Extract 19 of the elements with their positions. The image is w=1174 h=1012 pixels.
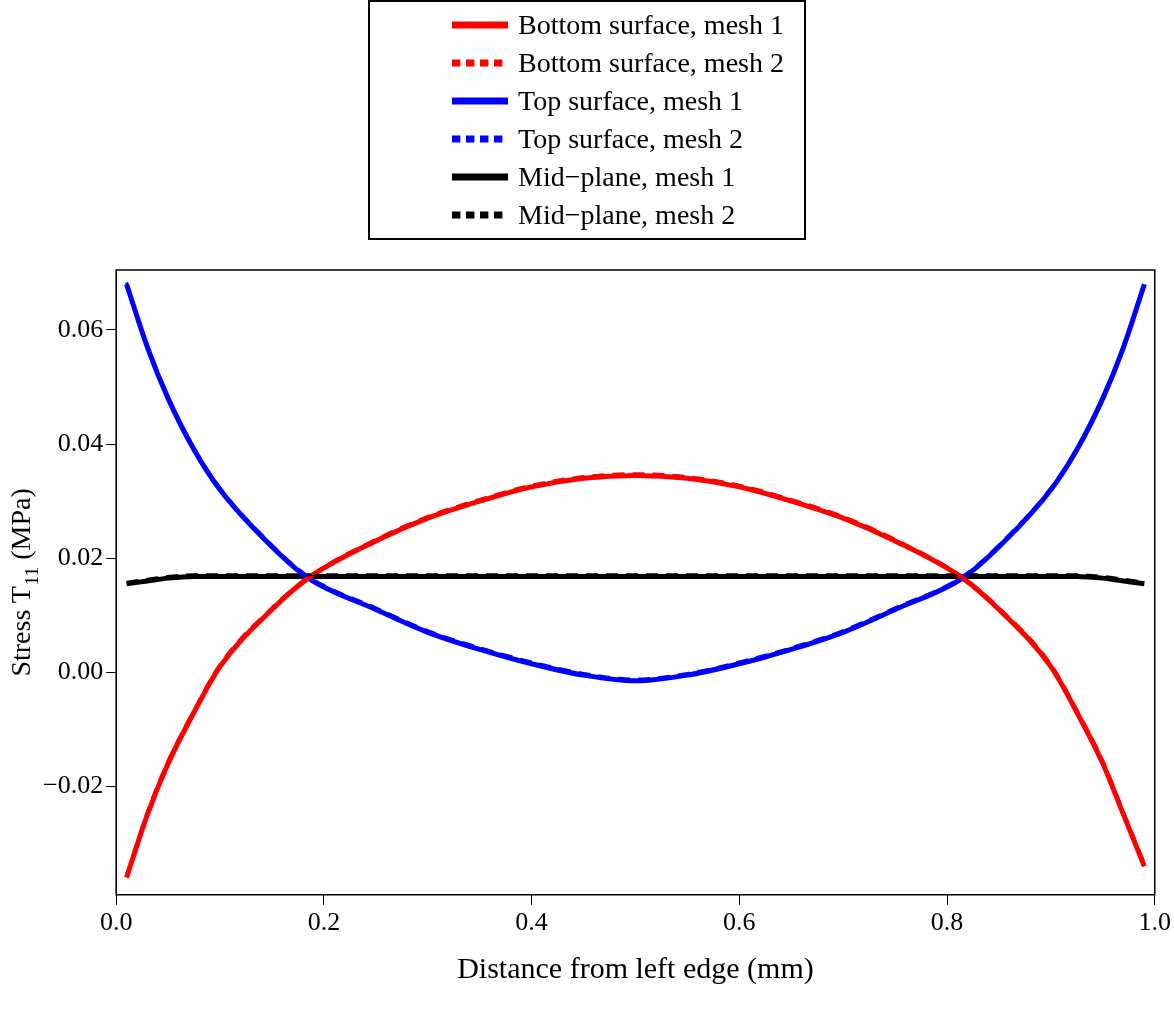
y-tick-label: −0.02: [42, 770, 104, 800]
legend-label: Mid−plane, mesh 1: [518, 161, 736, 193]
x-tick-label: 0.4: [515, 907, 548, 937]
legend-label: Bottom surface, mesh 2: [518, 47, 784, 79]
y-tick-label: 0.04: [57, 427, 104, 457]
legend-label: Mid−plane, mesh 2: [518, 199, 736, 231]
x-tick-label: 0.0: [99, 907, 133, 937]
legend-label: Bottom surface, mesh 1: [518, 9, 784, 41]
x-tick-label: 1.0: [1138, 907, 1171, 937]
x-axis-title: Distance from left edge (mm): [457, 951, 814, 985]
y-tick-label: 0.00: [57, 656, 104, 686]
x-tick-label: 0.8: [930, 907, 964, 937]
y-axis-title: Stress T11 (MPa): [5, 488, 43, 677]
x-tick-label: 0.6: [723, 907, 756, 937]
legend-label: Top surface, mesh 2: [518, 123, 744, 155]
y-tick-label: 0.06: [57, 313, 104, 343]
legend-label: Top surface, mesh 1: [518, 85, 744, 117]
x-tick-label: 0.2: [307, 907, 341, 937]
y-tick-label: 0.02: [57, 541, 104, 571]
